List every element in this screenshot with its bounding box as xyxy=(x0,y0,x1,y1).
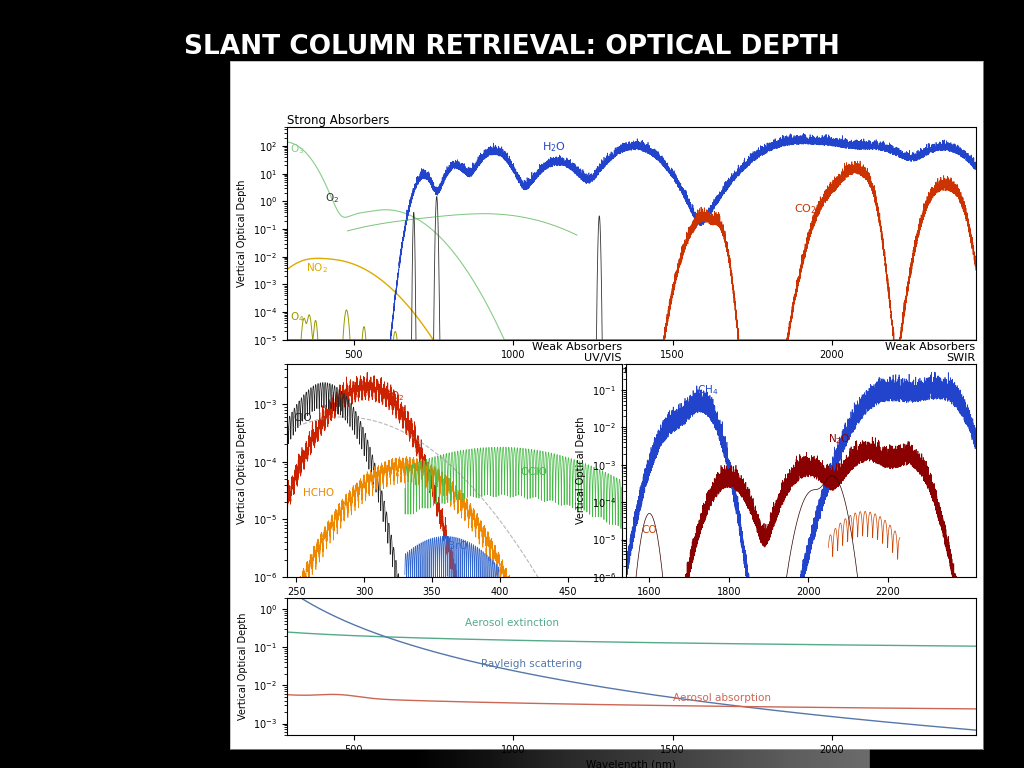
Text: HCHO: HCHO xyxy=(303,488,334,498)
Text: O$_4$: O$_4$ xyxy=(290,310,304,324)
Text: SO$_2$: SO$_2$ xyxy=(384,389,406,403)
Text: H$_2$O: H$_2$O xyxy=(542,141,565,154)
Text: OClO: OClO xyxy=(520,466,547,476)
Text: CH$_4$: CH$_4$ xyxy=(697,384,719,397)
X-axis label: Wavelength (nm): Wavelength (nm) xyxy=(410,602,500,612)
Y-axis label: Vertical Optical Depth: Vertical Optical Depth xyxy=(577,417,586,525)
Text: NO$_2$: NO$_2$ xyxy=(306,261,328,275)
Text: O$_3$: O$_3$ xyxy=(290,142,304,156)
Bar xyxy=(870,0,1024,768)
Text: Courtesy: IUP-IFE,
University of Bremen: Courtesy: IUP-IFE, University of Bremen xyxy=(819,667,974,699)
X-axis label: Wavelength (nm): Wavelength (nm) xyxy=(587,365,676,375)
Text: Aerosol extinction: Aerosol extinction xyxy=(465,618,559,628)
X-axis label: Wavelength (nm): Wavelength (nm) xyxy=(587,760,676,768)
Text: N$_2$O: N$_2$O xyxy=(828,432,851,446)
Text: Weak Absorbers
UV/VIS: Weak Absorbers UV/VIS xyxy=(531,342,622,363)
Text: ClO: ClO xyxy=(294,413,312,423)
Y-axis label: Vertical Optical Depth: Vertical Optical Depth xyxy=(238,417,248,525)
Text: CO$_2$: CO$_2$ xyxy=(794,203,816,217)
Text: Rayleigh scattering: Rayleigh scattering xyxy=(481,659,583,669)
Y-axis label: Vertical Optical Depth: Vertical Optical Depth xyxy=(238,613,248,720)
Text: Weak Absorbers
SWIR: Weak Absorbers SWIR xyxy=(886,342,976,363)
Y-axis label: Vertical Optical Depth: Vertical Optical Depth xyxy=(238,180,248,287)
Text: BrO: BrO xyxy=(449,541,468,551)
Bar xyxy=(0,0,1024,77)
Text: Strong Absorbers: Strong Absorbers xyxy=(287,114,389,127)
Bar xyxy=(0,0,154,768)
Text: CO: CO xyxy=(641,525,657,535)
Text: O$_2$: O$_2$ xyxy=(325,191,339,205)
Text: SLANT COLUMN RETRIEVAL: OPTICAL DEPTH: SLANT COLUMN RETRIEVAL: OPTICAL DEPTH xyxy=(184,34,840,60)
Text: Aerosol absorption: Aerosol absorption xyxy=(673,693,771,703)
X-axis label: Wavelength (nm): Wavelength (nm) xyxy=(756,602,846,612)
